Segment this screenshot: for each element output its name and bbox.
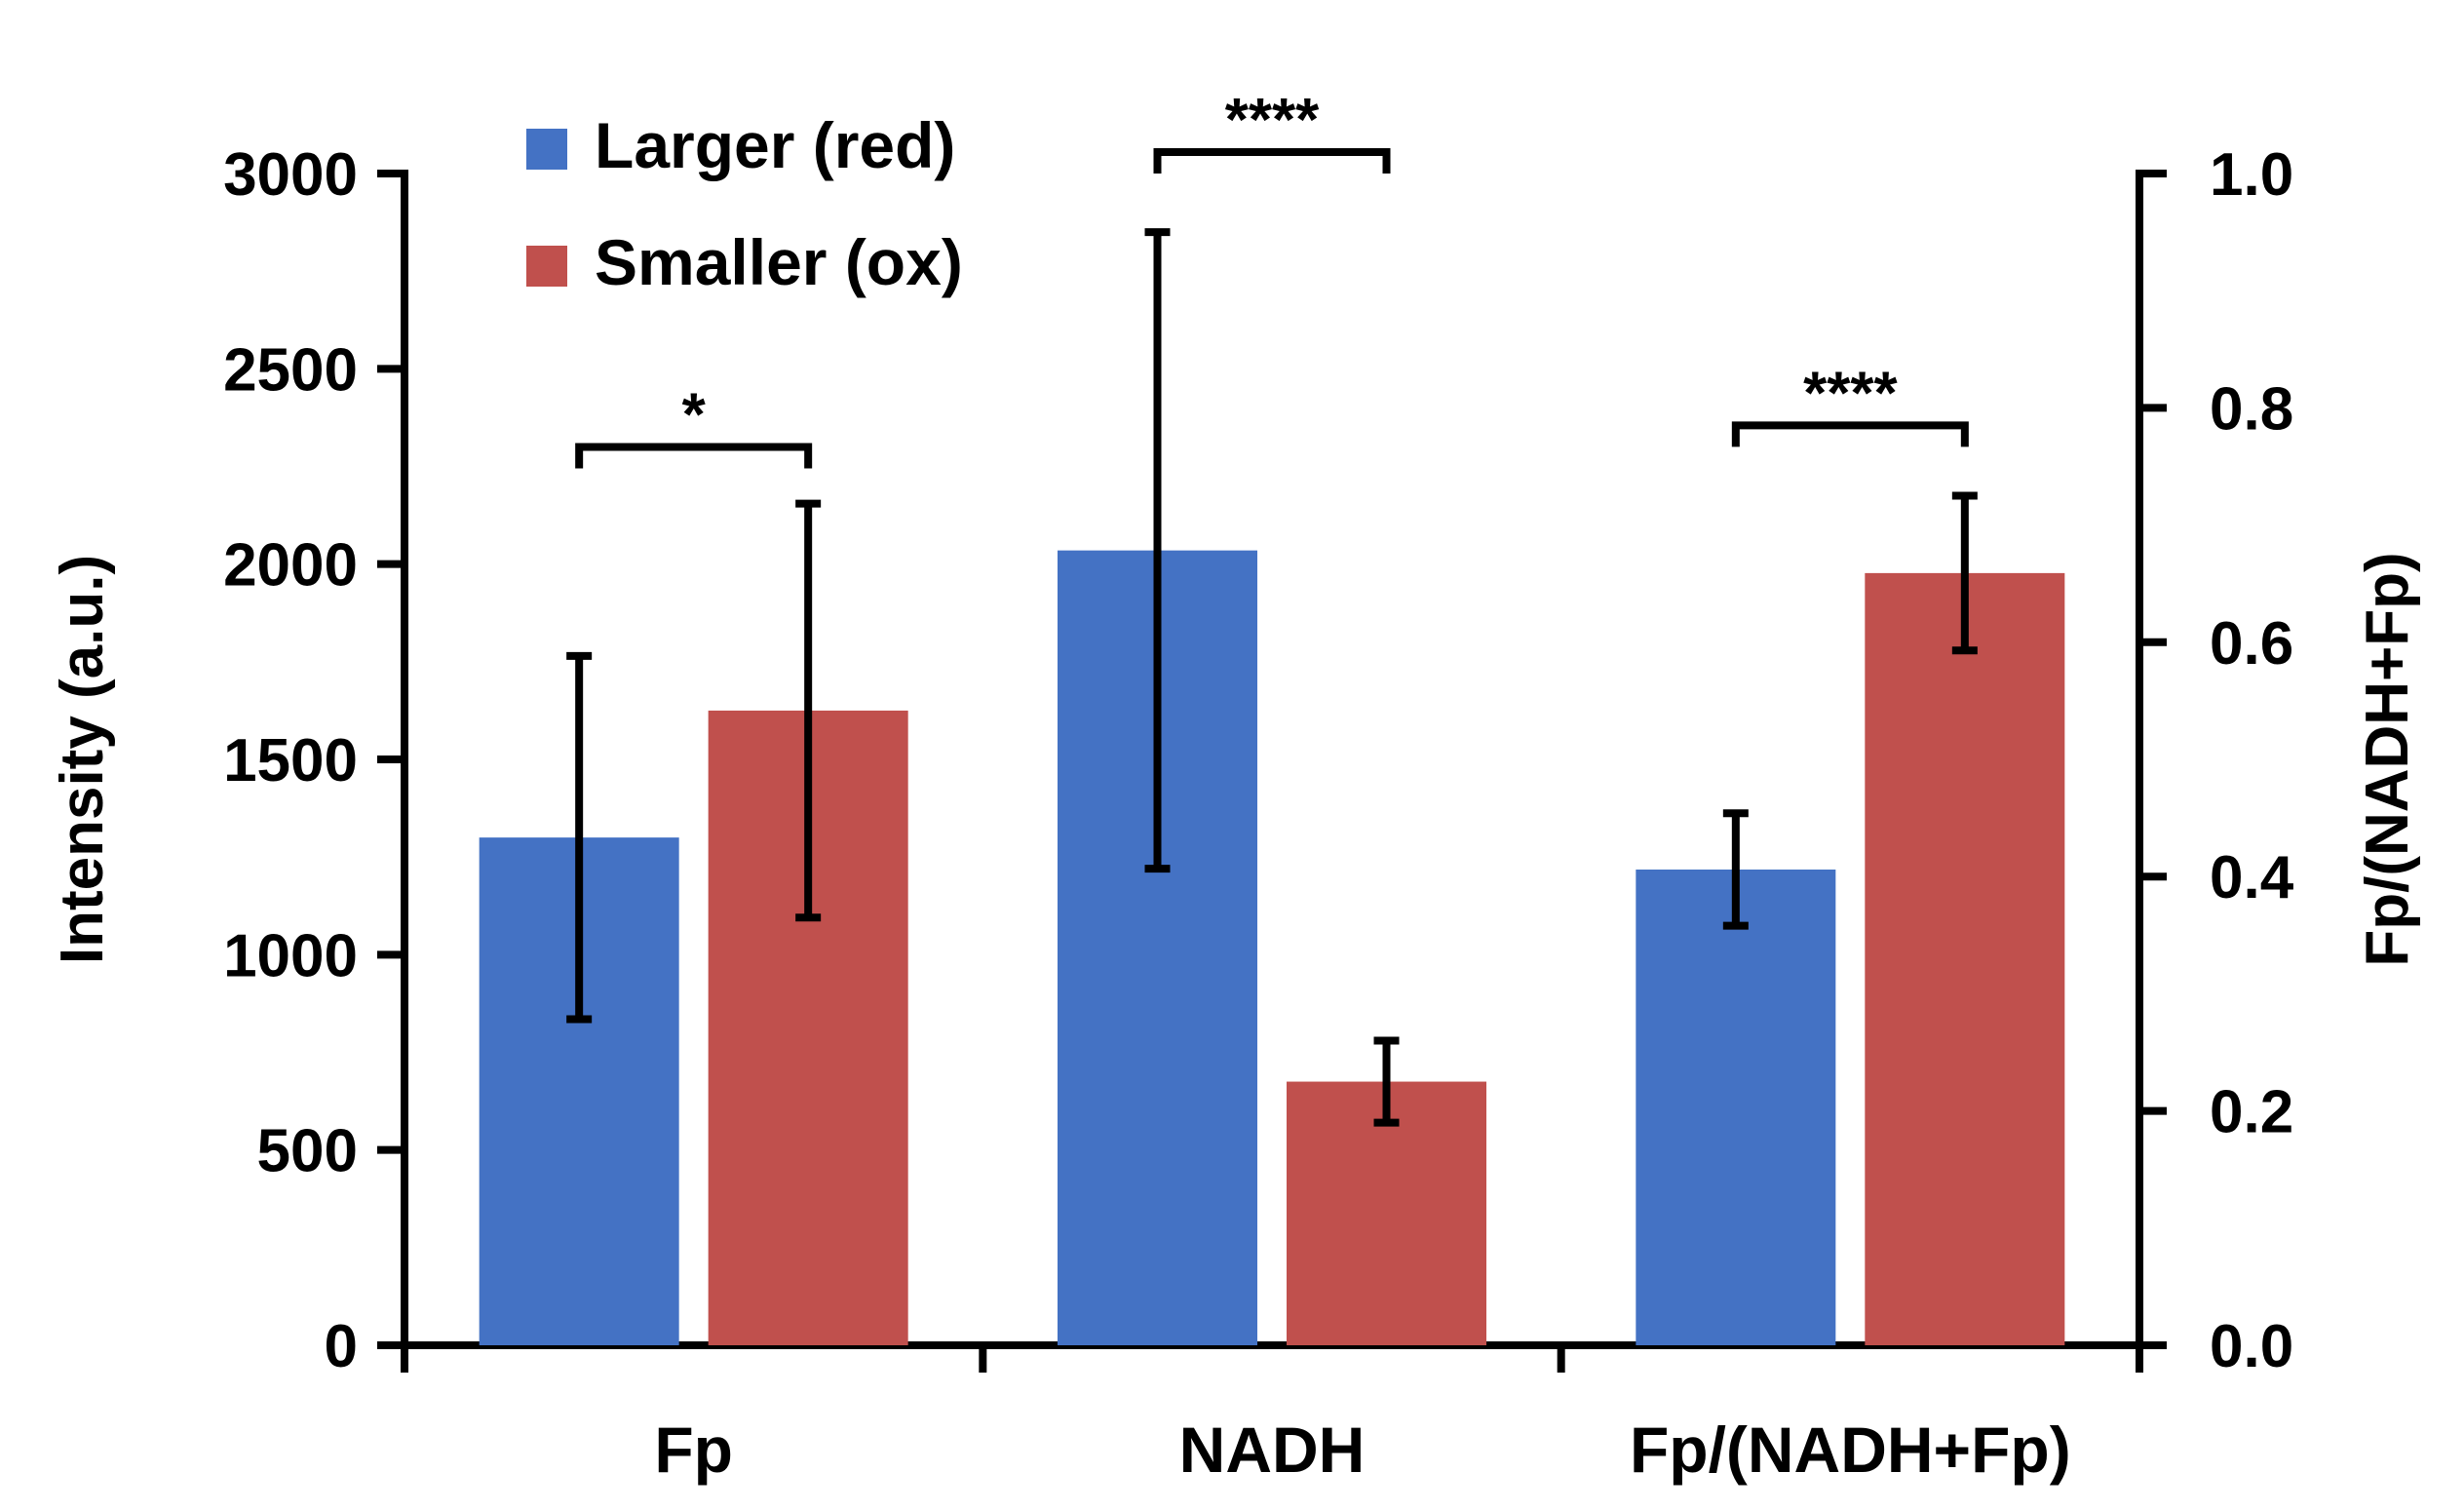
right-tick-label-4: 0.8 bbox=[2210, 375, 2293, 443]
left-tick-label-0: 0 bbox=[325, 1313, 358, 1380]
legend-swatch-0 bbox=[526, 129, 567, 170]
left-tick-label-4: 2000 bbox=[223, 532, 358, 600]
error-bars bbox=[566, 228, 1978, 1127]
right-tick-label-3: 0.6 bbox=[2210, 610, 2293, 678]
x-category-label-0: Fp bbox=[654, 1414, 733, 1486]
left-tick-label-6: 3000 bbox=[223, 141, 358, 209]
legend-swatch-1 bbox=[526, 246, 567, 287]
right-tick-label-1: 0.2 bbox=[2210, 1079, 2293, 1146]
left-axis-title: Intensity (a.u.) bbox=[49, 555, 116, 964]
significance-label-0: * bbox=[682, 381, 707, 448]
significance-bracket-2 bbox=[1731, 421, 1969, 447]
left-tick-label-2: 1000 bbox=[223, 922, 358, 989]
significance-label-2: **** bbox=[1803, 360, 1898, 427]
axis-labels: Intensity (a.u.) Fp/(NADH+Fp) bbox=[49, 552, 2421, 966]
left-tick-label-1: 500 bbox=[257, 1118, 358, 1185]
right-tick-label-0: 0.0 bbox=[2210, 1313, 2293, 1380]
significance-bracket-0 bbox=[575, 443, 813, 469]
right-tick-label-5: 1.0 bbox=[2210, 141, 2293, 209]
left-tick-label-5: 2500 bbox=[223, 336, 358, 404]
right-axis-title: Fp/(NADH+Fp) bbox=[2354, 552, 2421, 966]
x-category-label-2: Fp/(NADH+Fp) bbox=[1630, 1414, 2071, 1486]
bar-2-1 bbox=[1865, 572, 2065, 1345]
significance-label-1: **** bbox=[1225, 87, 1320, 154]
legend: Larger (red) Smaller (ox) bbox=[526, 109, 963, 298]
left-tick-label-3: 1500 bbox=[223, 727, 358, 794]
significance-bracket-1 bbox=[1153, 147, 1391, 174]
significance-brackets: ********* bbox=[575, 87, 1969, 469]
bars bbox=[479, 550, 2065, 1345]
bar-2-0 bbox=[1636, 869, 1836, 1345]
legend-label-1: Smaller (ox) bbox=[595, 226, 963, 298]
axes: 0 500 1000 1500 2000 2500 3000 0.0 0.2 0.4 0.6 0.8 1… bbox=[223, 141, 2294, 1486]
legend-label-0: Larger (red) bbox=[595, 109, 955, 181]
right-tick-label-2: 0.4 bbox=[2210, 844, 2294, 911]
x-category-label-1: NADH bbox=[1179, 1414, 1366, 1486]
